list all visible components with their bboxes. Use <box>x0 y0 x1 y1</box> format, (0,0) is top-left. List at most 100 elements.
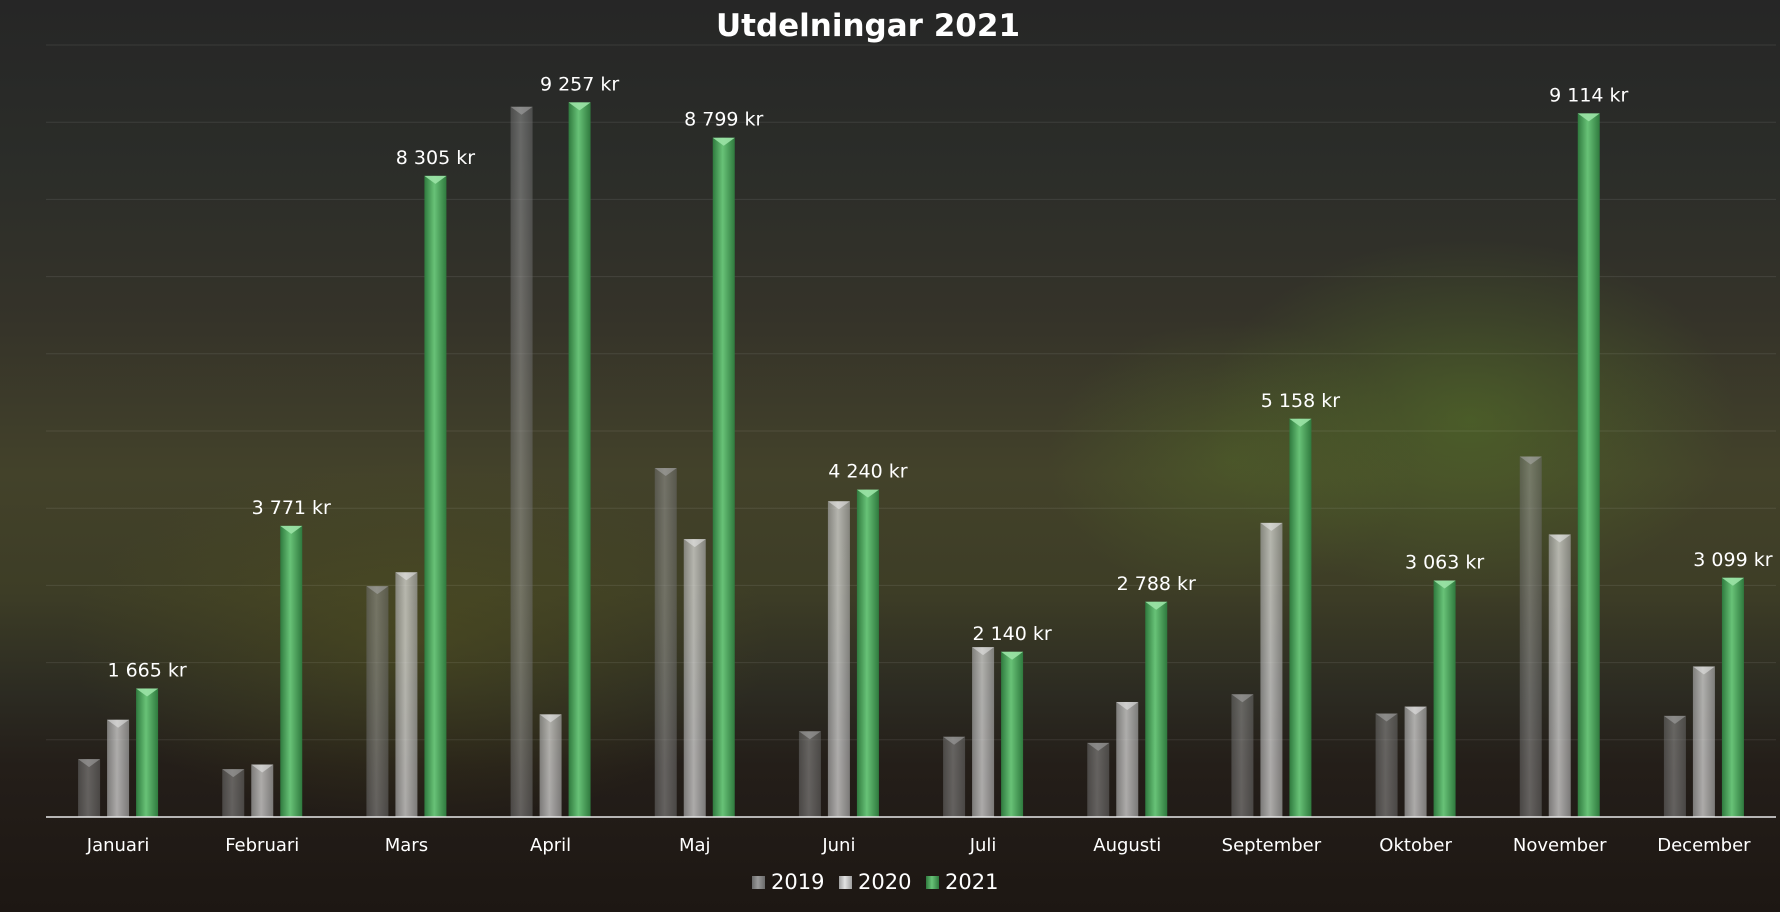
bar-2019-september <box>1231 694 1254 817</box>
bar-2020-juli <box>972 647 995 817</box>
bar-cap-2021-december <box>1721 577 1744 586</box>
data-label-januari: 1 665 kr <box>107 659 186 681</box>
bar-2020-februari <box>251 764 274 817</box>
bar-cap-2021-augusti <box>1145 601 1168 610</box>
data-label-juni: 4 240 kr <box>828 461 907 483</box>
bar-2021-september <box>1289 418 1312 817</box>
bar-2020-mars <box>395 572 418 817</box>
x-tick-label-mars: Mars <box>385 835 428 856</box>
bar-cap-2021-april <box>568 102 591 111</box>
bar-2019-augusti <box>1087 742 1110 817</box>
legend-swatch-2021 <box>926 876 939 889</box>
bar-cap-2021-oktober <box>1433 580 1456 589</box>
legend-label-2021: 2021 <box>945 870 998 894</box>
x-tick-label-februari: Februari <box>225 835 299 856</box>
bar-cap-2020-mars <box>395 572 418 581</box>
data-label-augusti: 2 788 kr <box>1117 573 1196 595</box>
bar-cap-2021-februari <box>280 525 303 534</box>
data-label-juli: 2 140 kr <box>972 623 1051 645</box>
bar-2021-april <box>568 102 591 817</box>
x-tick-label-oktober: Oktober <box>1379 835 1452 856</box>
data-label-mars: 8 305 kr <box>396 147 475 169</box>
bar-2020-september <box>1260 522 1283 817</box>
bar-cap-2019-november <box>1519 456 1542 465</box>
bar-2021-november <box>1577 113 1600 818</box>
bar-cap-2019-mars <box>366 586 389 595</box>
bar-cap-2021-november <box>1577 113 1600 122</box>
bar-cap-2020-januari <box>107 719 130 728</box>
data-label-april: 9 257 kr <box>540 73 619 95</box>
gridlines <box>46 44 1776 741</box>
bar-cap-2020-november <box>1548 534 1571 543</box>
bar-2021-december <box>1721 577 1744 817</box>
data-label-maj: 8 799 kr <box>684 109 763 131</box>
bar-cap-2019-augusti <box>1087 742 1110 751</box>
legend-label-2020: 2020 <box>858 870 911 894</box>
bar-cap-2020-maj <box>683 539 706 548</box>
bar-cap-2019-juni <box>798 731 821 740</box>
bars <box>78 102 1744 818</box>
x-tick-label-maj: Maj <box>679 835 711 856</box>
legend-swatch-2020 <box>839 876 852 889</box>
bar-cap-2020-april <box>539 714 562 723</box>
bar-cap-2019-maj <box>654 468 677 477</box>
bar-2021-oktober <box>1433 580 1456 817</box>
bar-cap-2020-februari <box>251 764 274 773</box>
bar-2020-november <box>1548 534 1571 817</box>
bar-2019-januari <box>78 759 101 817</box>
bar-cap-2019-december <box>1663 715 1686 724</box>
bar-2019-november <box>1519 456 1542 817</box>
legend-label-2019: 2019 <box>771 870 824 894</box>
bar-cap-2020-augusti <box>1116 701 1139 710</box>
x-tick-label-augusti: Augusti <box>1093 835 1161 856</box>
bar-cap-2020-juli <box>972 647 995 656</box>
bar-2019-oktober <box>1375 713 1398 817</box>
bar-2019-mars <box>366 586 389 817</box>
bar-2019-december <box>1663 715 1686 817</box>
x-tick-label-januari: Januari <box>86 835 150 856</box>
bar-cap-2021-juli <box>1001 651 1024 660</box>
x-tick-label-september: September <box>1222 835 1322 856</box>
bar-2020-maj <box>683 539 706 817</box>
bar-cap-2021-september <box>1289 418 1312 427</box>
bar-2019-juni <box>798 731 821 817</box>
bar-cap-2019-januari <box>78 759 101 768</box>
bar-2020-december <box>1692 666 1715 817</box>
bar-2021-januari <box>136 688 159 817</box>
bar-2020-april <box>539 714 562 817</box>
bar-cap-2021-mars <box>424 175 447 184</box>
bar-cap-2021-maj <box>712 137 735 146</box>
bar-2019-april <box>510 106 533 817</box>
bar-cap-2019-september <box>1231 694 1254 703</box>
data-label-november: 9 114 kr <box>1549 84 1628 106</box>
bar-2021-maj <box>712 137 735 818</box>
bar-cap-2020-december <box>1692 666 1715 675</box>
bar-2021-februari <box>280 525 303 817</box>
x-tick-label-november: November <box>1513 835 1607 856</box>
bar-2021-juni <box>856 489 879 817</box>
x-tick-label-december: December <box>1657 835 1751 856</box>
bar-cap-2021-juni <box>856 489 879 498</box>
x-tick-label-juni: Juni <box>821 835 855 856</box>
bar-2020-oktober <box>1404 706 1427 817</box>
bar-2020-augusti <box>1116 701 1139 817</box>
bar-cap-2019-april <box>510 106 533 115</box>
data-label-september: 5 158 kr <box>1261 390 1340 412</box>
bar-2019-maj <box>654 468 677 817</box>
bar-2020-januari <box>107 719 130 817</box>
bar-cap-2019-juli <box>943 736 966 745</box>
bar-2019-februari <box>222 769 245 817</box>
bar-cap-2019-oktober <box>1375 713 1398 722</box>
bar-2021-mars <box>424 175 447 817</box>
chart-title: Utdelningar 2021 <box>716 8 1020 44</box>
data-label-februari: 3 771 kr <box>252 497 331 519</box>
legend: 2019 2020 2021 <box>752 870 998 894</box>
bar-cap-2020-juni <box>827 501 850 510</box>
data-label-oktober: 3 063 kr <box>1405 552 1484 574</box>
bar-2021-juli <box>1001 651 1024 817</box>
legend-swatch-2019 <box>752 876 765 889</box>
data-labels: 1 665 kr 3 771 kr 8 305 kr 9 257 kr 8 799 kr… <box>107 73 1772 681</box>
bar-cap-2020-oktober <box>1404 706 1427 715</box>
